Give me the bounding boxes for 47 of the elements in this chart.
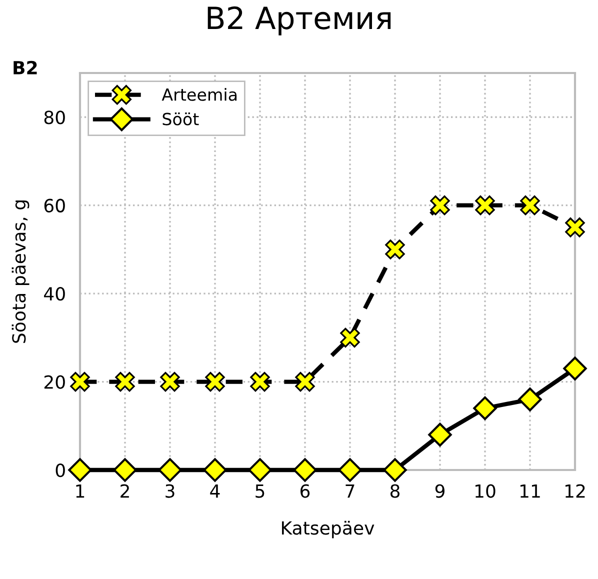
x-tick-label: 12 bbox=[565, 484, 585, 498]
point bbox=[430, 195, 450, 216]
point bbox=[385, 240, 405, 260]
point bbox=[250, 372, 270, 392]
y-tick-label: 20 bbox=[44, 375, 65, 389]
point bbox=[473, 396, 497, 420]
point bbox=[340, 328, 360, 348]
point bbox=[70, 372, 90, 392]
point bbox=[428, 422, 452, 447]
chart-title: B2 Артемия bbox=[208, 6, 391, 36]
legend-label: Sööt bbox=[162, 112, 199, 126]
x-tick-label: 9 bbox=[435, 484, 444, 498]
x-tick-label: 6 bbox=[300, 484, 310, 498]
y-axis-title: Söota päevas, g bbox=[12, 200, 30, 343]
x-tick-label: 5 bbox=[256, 484, 264, 498]
y-tick-label: 80 bbox=[44, 110, 65, 124]
x-tick-label: 3 bbox=[166, 484, 174, 498]
point bbox=[383, 458, 407, 482]
point bbox=[68, 458, 92, 482]
point bbox=[205, 372, 225, 392]
point bbox=[293, 458, 317, 482]
y-tick-label: 40 bbox=[44, 287, 65, 301]
x-tick-label: 2 bbox=[120, 484, 129, 498]
x-axis-title: Katsepäev bbox=[282, 520, 374, 538]
point bbox=[520, 195, 540, 216]
point bbox=[295, 372, 315, 392]
x-tick-label: 7 bbox=[346, 484, 354, 498]
point bbox=[113, 458, 137, 482]
point bbox=[565, 218, 585, 238]
legend-label: Arteemia bbox=[162, 88, 237, 101]
point bbox=[563, 356, 587, 380]
point bbox=[475, 195, 495, 216]
point bbox=[115, 372, 135, 392]
x-tick-label: 1 bbox=[76, 484, 84, 498]
x-tick-label: 10 bbox=[475, 484, 496, 498]
y-tick-label: 60 bbox=[44, 198, 65, 212]
x-tick-label: 11 bbox=[520, 484, 540, 498]
text: B2 bbox=[14, 60, 37, 74]
point bbox=[160, 372, 180, 392]
x-tick-label: 8 bbox=[390, 484, 400, 498]
point bbox=[518, 388, 542, 412]
point bbox=[158, 458, 182, 482]
point bbox=[338, 458, 362, 482]
point bbox=[248, 458, 272, 482]
x-tick-label: 4 bbox=[210, 484, 220, 498]
point bbox=[203, 458, 227, 482]
y-tick-label: 0 bbox=[56, 463, 65, 478]
